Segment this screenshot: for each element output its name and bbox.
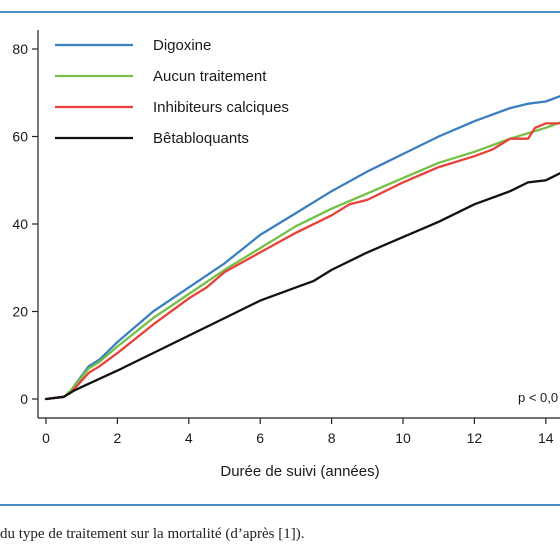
y-tick-label: 80 [12, 41, 28, 57]
chart-axes: 0 20 40 60 80 0 2 4 6 8 10 12 14 [12, 30, 560, 446]
legend-label: Aucun traitement [153, 68, 267, 85]
legend-label: Digoxine [153, 37, 211, 54]
x-tick-label: 2 [114, 430, 122, 446]
p-value-annotation: p < 0,0 [518, 390, 558, 405]
x-tick-label: 8 [328, 430, 336, 446]
chart-series-lines [44, 95, 560, 401]
series-line-betabloquants [44, 172, 560, 401]
series-line-inhibiteurs-calciques [44, 122, 560, 401]
x-tick-label: 10 [395, 430, 411, 446]
x-tick-label: 6 [256, 430, 264, 446]
figure-caption: du type de traitement sur la mortalité (… [0, 526, 305, 542]
bottom-rule [0, 504, 560, 506]
x-tick-label: 4 [185, 430, 193, 446]
y-tick-label: 40 [12, 216, 28, 232]
y-tick-label: 20 [12, 304, 28, 320]
top-rule [0, 11, 560, 13]
legend-label: Inhibiteurs calciques [153, 99, 289, 116]
x-axis-label: Durée de suivi (années) [220, 463, 379, 480]
x-tick-label: 0 [42, 430, 50, 446]
legend-label: Bêtabloquants [153, 130, 249, 147]
series-line-digoxine [44, 95, 560, 401]
x-tick-label: 12 [467, 430, 483, 446]
series-line-aucun-traitement [44, 121, 560, 401]
y-tick-label: 0 [20, 391, 28, 407]
chart-legend: Digoxine Aucun traitement Inhibiteurs calc… [55, 37, 289, 147]
x-tick-label: 14 [538, 430, 554, 446]
y-tick-label: 60 [12, 129, 28, 145]
